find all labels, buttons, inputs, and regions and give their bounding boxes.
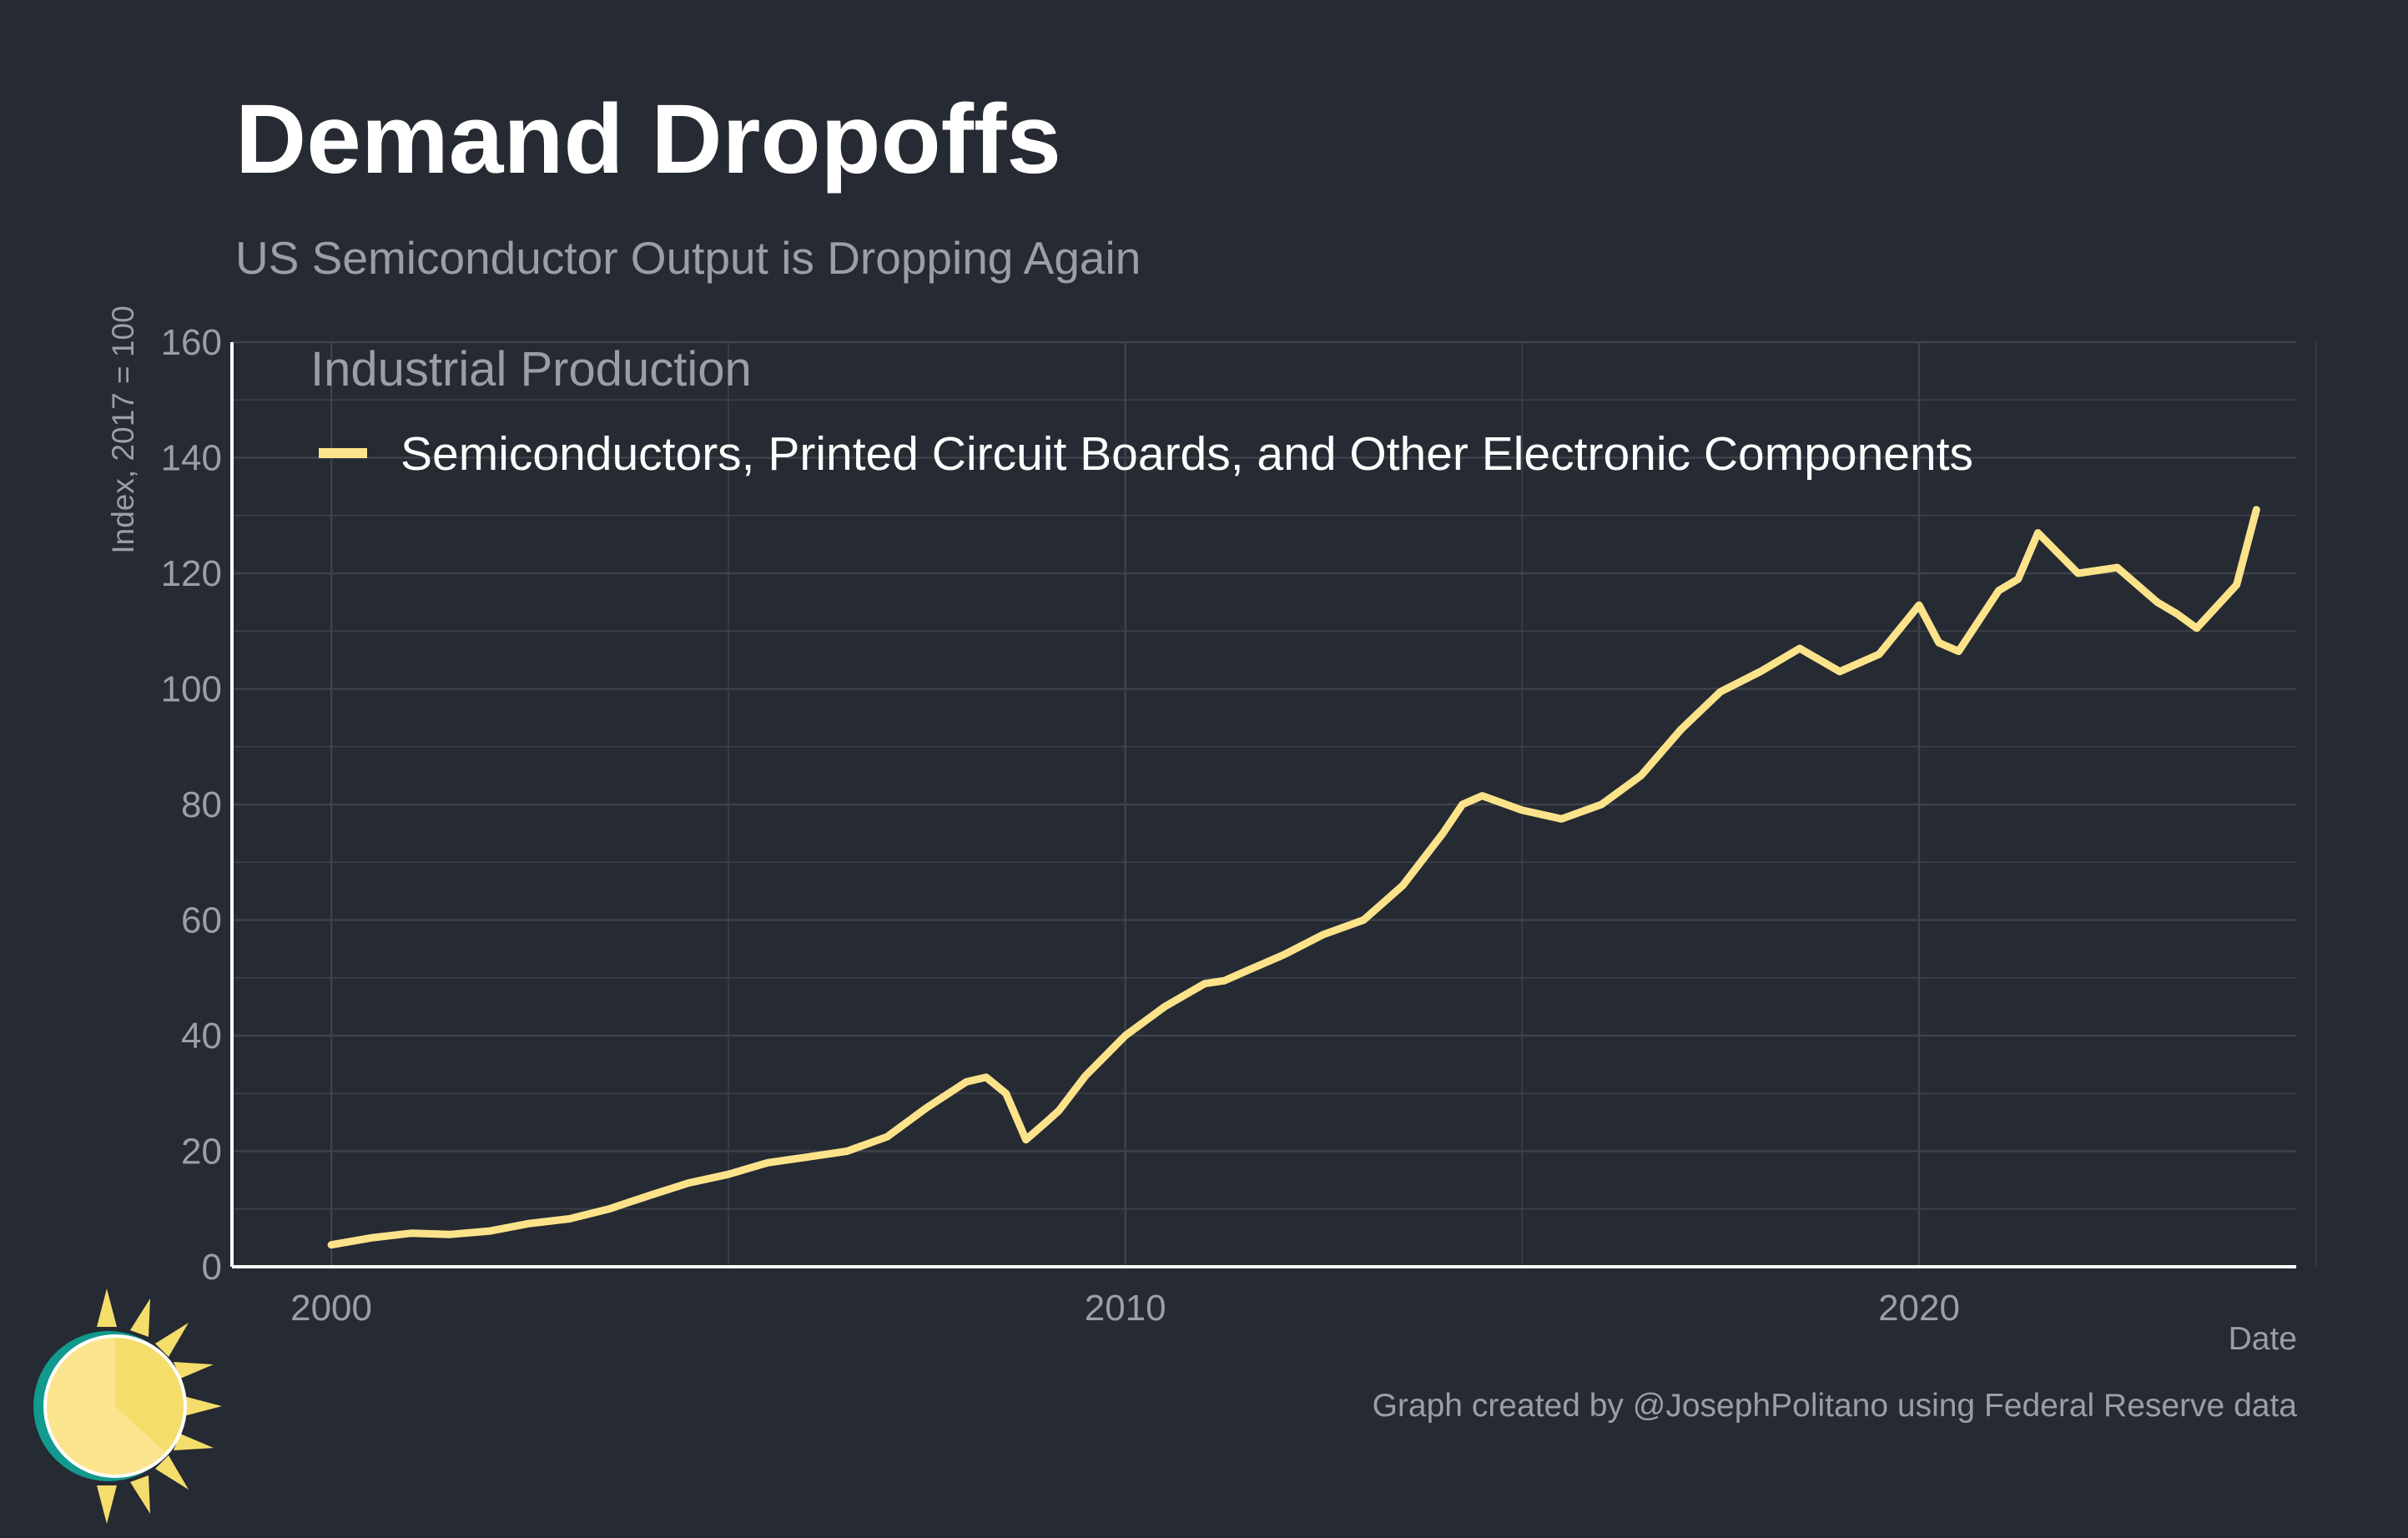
y-tick-label: 60: [181, 900, 222, 941]
y-tick-label: 0: [202, 1247, 222, 1288]
x-tick-label: 2000: [290, 1288, 372, 1329]
legend-title: Industrial Production: [310, 342, 752, 396]
y-tick-label: 160: [161, 322, 222, 363]
y-tick-label: 120: [161, 553, 222, 594]
y-tick-label: 20: [181, 1132, 222, 1172]
y-tick-label: 100: [161, 669, 222, 710]
y-tick-label: 80: [181, 784, 222, 825]
axes: [230, 342, 2296, 1268]
page-subtitle: US Semiconductor Output is Dropping Agai…: [235, 232, 1141, 284]
x-tick-label: 2020: [1878, 1288, 1960, 1329]
page-title: Demand Dropoffs: [235, 84, 1061, 194]
y-tick-label: 140: [161, 438, 222, 479]
y-axis-label: Index, 2017 = 100: [106, 305, 140, 553]
legend-entry-label: Semiconductors, Printed Circuit Boards, …: [400, 427, 1973, 481]
sun-logo-icon: [33, 1288, 222, 1524]
series-layer: [327, 506, 2260, 1249]
grid-lines: [232, 340, 2317, 1268]
series-line: [327, 506, 2260, 1249]
source-caption: Graph created by @JosephPolitano using F…: [1372, 1388, 2297, 1424]
y-tick-label: 40: [181, 1016, 222, 1056]
x-tick-label: 2010: [1085, 1288, 1166, 1329]
legend: Semiconductors, Printed Circuit Boards, …: [319, 427, 1973, 481]
tick-labels: 0 20 40 60 80 100 120 140 160 2000 2010 2020: [161, 322, 1960, 1329]
x-axis-label: Date: [2228, 1321, 2297, 1357]
